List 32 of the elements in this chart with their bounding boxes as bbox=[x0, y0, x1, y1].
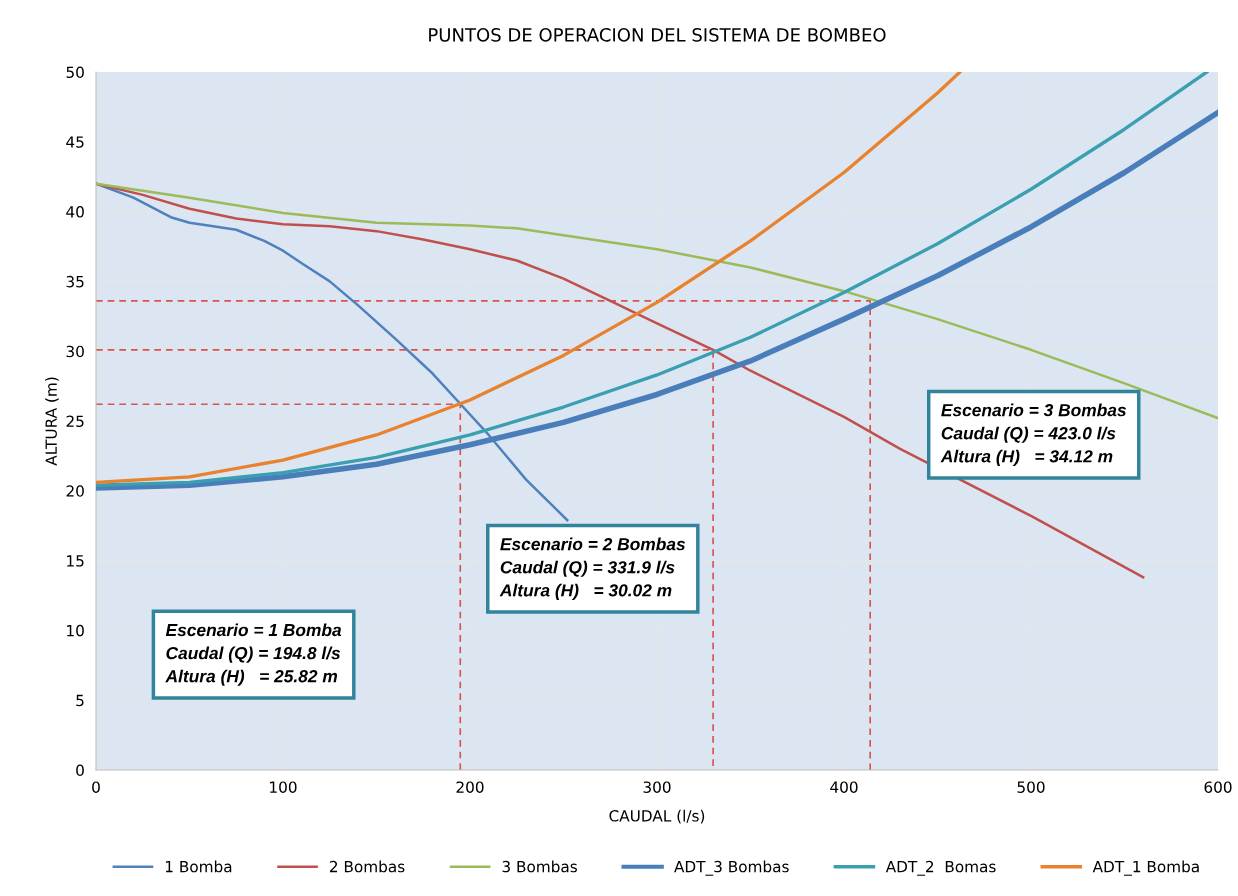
y-tick-label: 40 bbox=[66, 206, 84, 218]
legend-label: 1 Bomba bbox=[165, 860, 232, 873]
legend-label: 2 Bombas bbox=[329, 860, 405, 873]
annotation: Escenario = 1 Bomba Caudal (Q) = 194.8 l/s Altura (H) = 25.82 m bbox=[165, 623, 342, 686]
legend-label: ADT_2 Bomas bbox=[885, 860, 996, 876]
y-tick-label: 45 bbox=[66, 136, 84, 148]
x-tick-label: 600 bbox=[1204, 781, 1232, 793]
x-tick-label: 400 bbox=[830, 781, 858, 793]
x-tick-label: 300 bbox=[643, 781, 671, 793]
line-series bbox=[96, 182, 1218, 420]
line-series bbox=[96, 182, 1145, 579]
y-axis-title: ALTURA (m) bbox=[45, 377, 59, 466]
y-tick-label: 20 bbox=[66, 485, 84, 497]
x-axis-title: CAUDAL (l/s) bbox=[609, 809, 705, 824]
x-tick-label: 500 bbox=[1017, 781, 1045, 793]
y-tick-label: 50 bbox=[66, 66, 84, 79]
y-tick-label: 30 bbox=[66, 345, 84, 358]
annotation: Escenario = 3 Bombas Caudal (Q) = 423.0 l/s Altura (H) = 34.12 m bbox=[940, 403, 1127, 466]
x-tick-label: 200 bbox=[456, 781, 484, 793]
x-tick-label: 100 bbox=[270, 781, 297, 793]
legend-label: ADT_1 Bomba bbox=[1092, 860, 1199, 876]
x-tick-label: 0 bbox=[92, 781, 100, 793]
y-tick-label: 5 bbox=[76, 694, 84, 707]
y-tick-label: 15 bbox=[67, 555, 84, 567]
y-tick-label: 25 bbox=[66, 415, 84, 428]
y-tick-label: 35 bbox=[66, 275, 84, 288]
legend-label: 3 Bombas bbox=[502, 860, 577, 873]
chart-title: PUNTOS DE OPERACION DEL SISTEMA DE BOMBEO bbox=[429, 28, 886, 42]
y-tick-label: 0 bbox=[76, 764, 84, 777]
y-tick-label: 10 bbox=[67, 624, 84, 637]
annotation: Escenario = 2 Bombas Caudal (Q) = 331.9 l/s Altura (H) = 30.02 m bbox=[499, 537, 686, 600]
legend-label: ADT_3 Bombas bbox=[674, 860, 789, 876]
